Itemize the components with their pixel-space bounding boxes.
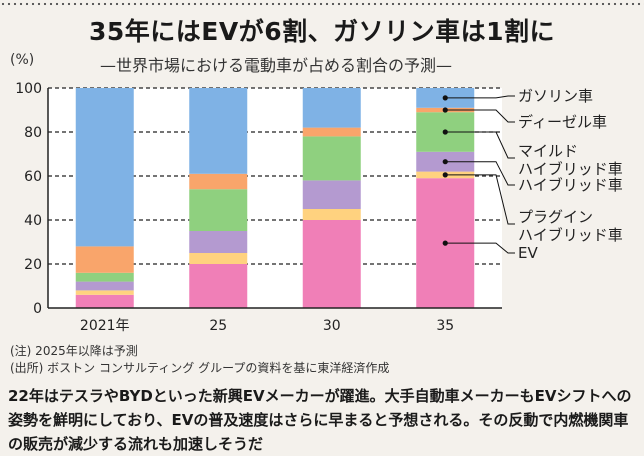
y-axis-unit: (%) bbox=[10, 52, 35, 68]
legend-label-2-0: ハイブリッド車 bbox=[518, 176, 623, 194]
y-tick-label-60: 60 bbox=[24, 169, 42, 185]
note-forecast: (注) 2025年以降は予測 bbox=[10, 344, 138, 358]
x-tick-label-0: 2021年 bbox=[80, 318, 130, 334]
bar-2-series-3 bbox=[302, 136, 361, 181]
bar-2-series-2 bbox=[302, 180, 361, 209]
y-tick-label-80: 80 bbox=[24, 125, 42, 141]
legend-label-1-0: プラグイン bbox=[518, 208, 593, 226]
legend-label-3-1: ハイブリッド車 bbox=[518, 160, 623, 178]
bar-1-series-5 bbox=[189, 88, 248, 174]
x-tick-label-2: 30 bbox=[323, 318, 341, 334]
bar-0-series-5 bbox=[75, 88, 134, 247]
bar-1-series-4 bbox=[189, 173, 248, 190]
bar-1-series-3 bbox=[189, 189, 248, 231]
x-tick-label-3: 35 bbox=[436, 318, 454, 334]
legend-leader-3 bbox=[445, 131, 515, 159]
bar-0-series-3 bbox=[75, 272, 134, 282]
bar-1-series-2 bbox=[189, 231, 248, 253]
y-tick-label-100: 100 bbox=[15, 81, 42, 97]
bar-1-series-0 bbox=[189, 264, 248, 308]
legend-label-5-0: ガソリン車 bbox=[518, 87, 593, 105]
bar-1-series-1 bbox=[189, 253, 248, 264]
bar-2-series-4 bbox=[302, 127, 361, 137]
legend-label-3-0: マイルド bbox=[518, 142, 578, 160]
bar-0-series-0 bbox=[75, 294, 134, 308]
notes: (注) 2025年以降は予測 (出所) ボストン コンサルティング グループの資… bbox=[10, 343, 389, 377]
legend-leader-5 bbox=[445, 95, 515, 99]
chart-subtitle: —世界市場における電動車が占める割合の予測— bbox=[100, 56, 453, 75]
legend-label-4-0: ディーゼル車 bbox=[518, 113, 607, 131]
caption-paragraph: 22年はテスラやBYDといった新興EVメーカーが躍進。大手自動車メーカーもEVシ… bbox=[8, 387, 632, 453]
legend-leader-4 bbox=[445, 109, 515, 123]
legend-label-0-0: EV bbox=[518, 244, 538, 262]
chart-title: 35年にはEVが6割、ガソリン車は1割に bbox=[88, 17, 555, 46]
y-tick-label-40: 40 bbox=[24, 213, 42, 229]
legend-leader-1 bbox=[445, 174, 515, 225]
top-dotted-rule bbox=[0, 2, 644, 6]
bar-0-series-4 bbox=[75, 246, 134, 273]
legend-label-1-1: ハイブリッド車 bbox=[518, 226, 623, 244]
bar-2-series-0 bbox=[302, 220, 361, 308]
y-tick-label-0: 0 bbox=[33, 301, 42, 317]
bar-2-series-1 bbox=[302, 209, 361, 220]
bar-0-series-2 bbox=[75, 281, 134, 291]
legend-leader-2 bbox=[445, 161, 515, 186]
bar-0-series-1 bbox=[75, 290, 134, 295]
bar-2-series-5 bbox=[302, 88, 361, 128]
y-tick-label-20: 20 bbox=[24, 257, 42, 273]
legend-leader-0 bbox=[445, 242, 515, 254]
note-source: (出所) ボストン コンサルティング グループの資料を基に東洋経済作成 bbox=[10, 361, 390, 375]
x-tick-label-1: 25 bbox=[209, 318, 227, 334]
